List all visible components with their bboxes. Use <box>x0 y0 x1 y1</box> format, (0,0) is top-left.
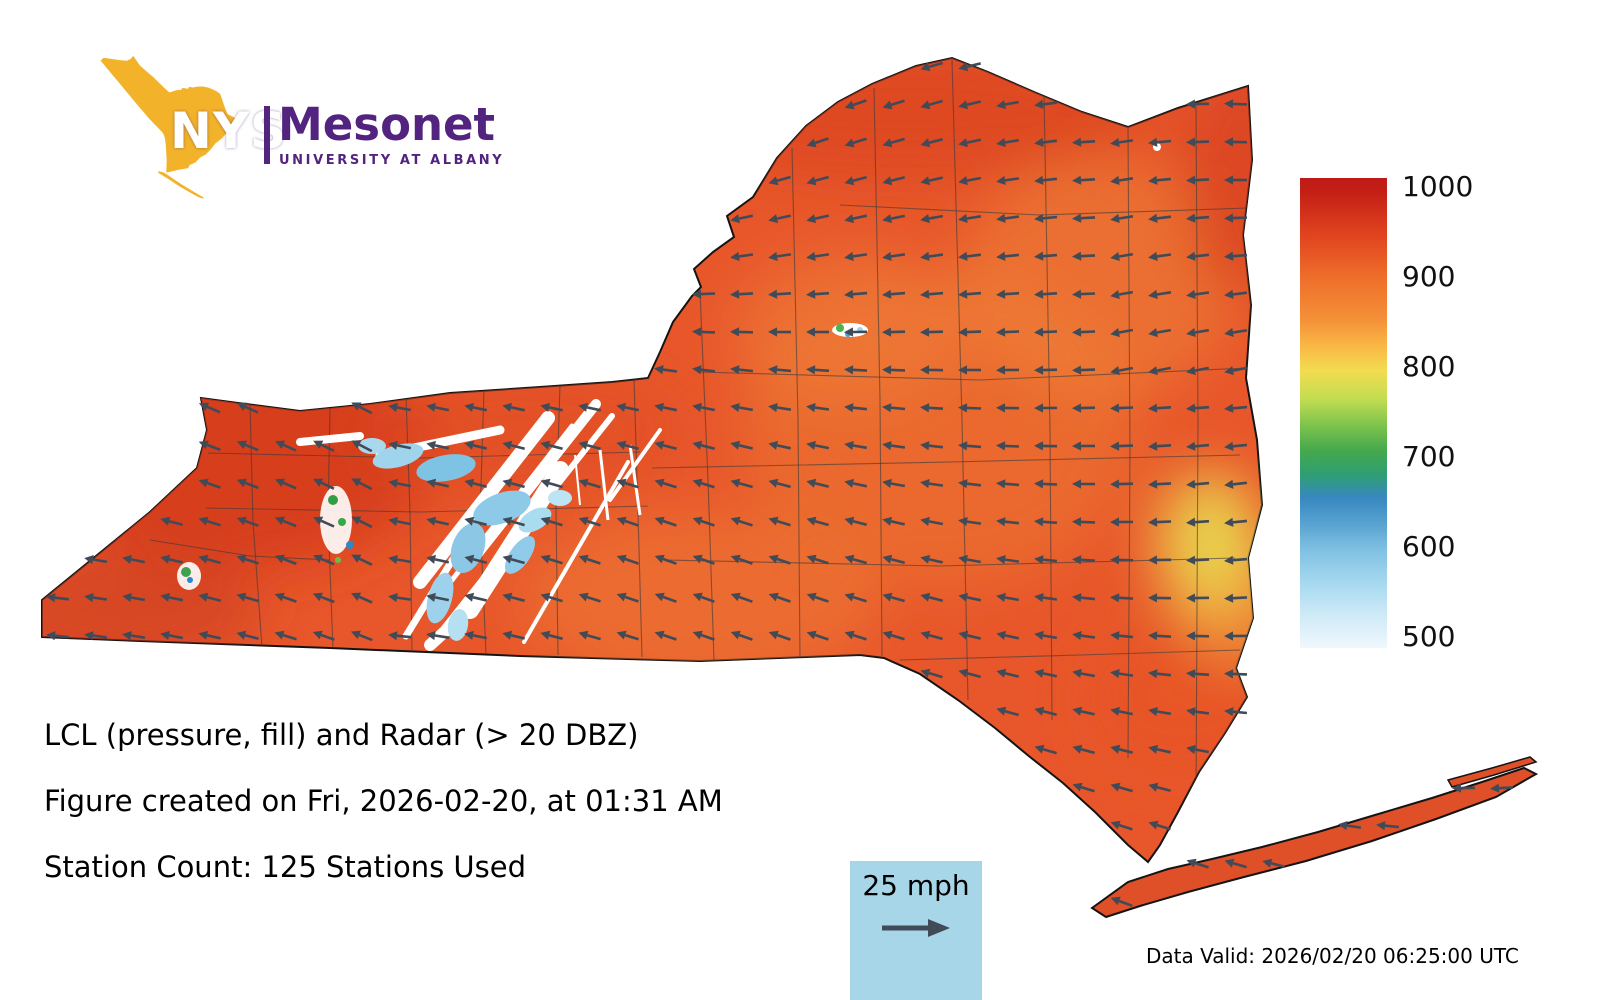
state-base-fill <box>41 57 1538 918</box>
colorbar-tick: 700 <box>1402 440 1456 473</box>
figure-title: LCL (pressure, fill) and Radar (> 20 DBZ… <box>44 718 639 752</box>
wind-speed-label: 25 mph <box>862 869 970 902</box>
colorbar-tick: 800 <box>1402 350 1456 383</box>
colorbar-tick: 900 <box>1402 260 1456 293</box>
wind-arrows-layer <box>46 61 1514 908</box>
logo-divider <box>264 106 270 164</box>
colorbar-tick: 1000 <box>1402 170 1474 203</box>
colorbar-tick: 600 <box>1402 530 1456 563</box>
logo-subtitle: UNIVERSITY AT ALBANY <box>279 153 505 168</box>
wind-arrow-icon <box>882 919 950 937</box>
figure-created-text: Figure created on Fri, 2026-02-20, at 01… <box>44 784 723 818</box>
colorbar-gradient <box>1300 178 1387 648</box>
long-island-north-fork <box>1446 756 1538 788</box>
county-borders <box>149 59 1249 799</box>
data-valid-text: Data Valid: 2026/02/20 06:25:00 UTC <box>1146 944 1519 968</box>
radar-overlay <box>177 143 1161 651</box>
logo-name: Mesonet <box>278 98 496 151</box>
station-count-text: Station Count: 125 Stations Used <box>44 850 527 884</box>
ny-state-logo-shape <box>100 55 241 199</box>
colorbar-tick: 500 <box>1402 620 1456 653</box>
nys-mesonet-logo: NYS Mesonet UNIVERSITY AT ALBANY <box>48 6 502 206</box>
radar-echo-patches <box>358 438 572 641</box>
wind-speed-legend: 25 mph <box>850 861 982 1000</box>
